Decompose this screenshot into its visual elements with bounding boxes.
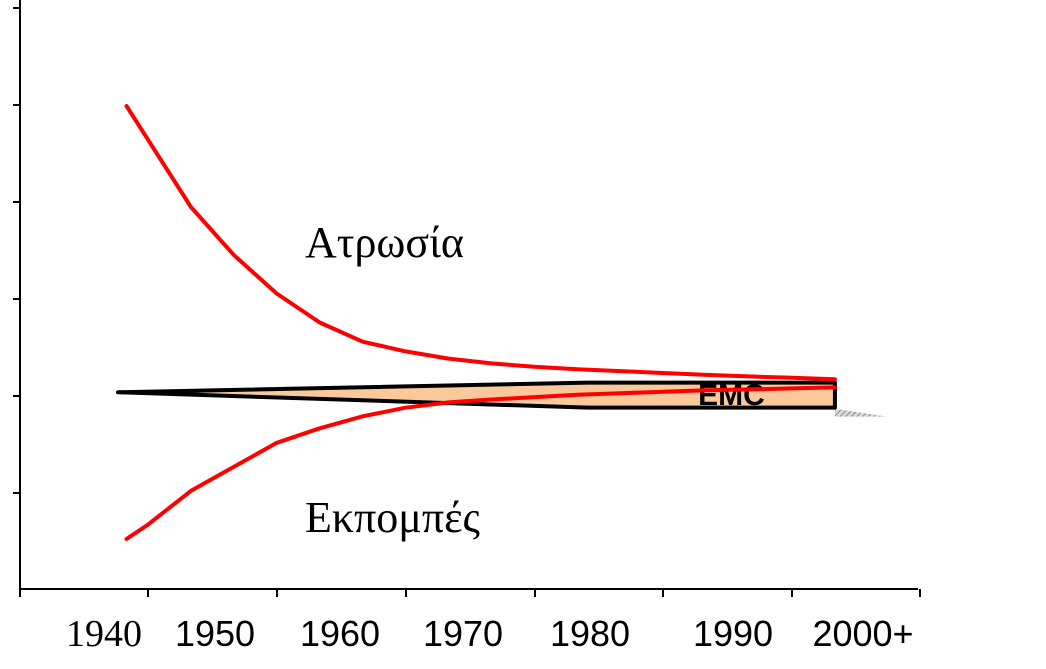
emissions-series-line [124, 385, 837, 541]
emissions-annotation: Εκπομπές [305, 493, 480, 542]
emc-band-shape [116, 380, 837, 410]
x-tick-label: 1940 [66, 613, 142, 655]
x-tick-label: 1950 [175, 613, 255, 654]
x-ticks: 1940 1950 1960 1970 1980 1990 2000+ [19, 589, 921, 655]
series-lines [124, 104, 837, 541]
immunity-annotation: Ατρωσία [305, 218, 464, 267]
x-tick-label: 1990 [693, 613, 773, 654]
x-tick-label: 1980 [550, 613, 630, 654]
x-tick-label: 1970 [423, 613, 503, 654]
x-tick-label: 2000+ [812, 613, 913, 654]
immunity-series-line [124, 104, 837, 382]
y-ticks [13, 7, 20, 494]
emc-band-shadow [834, 409, 887, 417]
axes [19, 0, 918, 590]
emc-band: EMC [116, 379, 887, 417]
x-tick-label: 1960 [300, 613, 380, 654]
emc-band-label: EMC [698, 379, 765, 412]
